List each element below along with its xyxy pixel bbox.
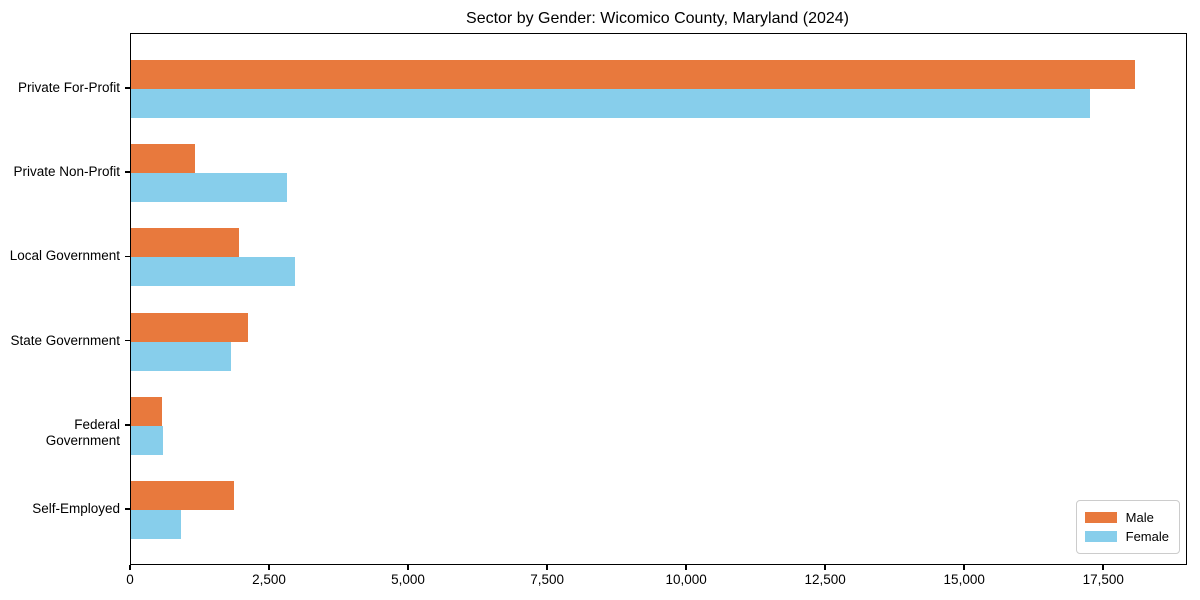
legend-item-male: Male xyxy=(1084,508,1169,527)
y-tick-mark xyxy=(125,171,130,173)
x-tick-label-10000: 10,000 xyxy=(665,572,707,587)
bar-male-self-employed xyxy=(131,481,234,510)
bar-female-private-non-profit xyxy=(131,173,287,203)
x-tick-label-0: 0 xyxy=(126,572,134,587)
plot-area: Male Female xyxy=(130,33,1187,565)
legend-label-female: Female xyxy=(1125,529,1169,544)
legend-label-male: Male xyxy=(1125,510,1154,525)
chart-title: Sector by Gender: Wicomico County, Maryl… xyxy=(466,10,849,27)
x-tick-mark xyxy=(407,565,409,570)
x-tick-label-2500: 2,500 xyxy=(252,572,286,587)
y-tick-mark xyxy=(125,255,130,258)
y-tick-label-private-for-profit: Private For-Profit xyxy=(17,80,120,95)
legend-item-female: Female xyxy=(1084,527,1169,546)
x-tick-label-5000: 5,000 xyxy=(391,572,425,587)
bar-female-local-government xyxy=(131,257,296,287)
y-tick-mark xyxy=(125,424,130,426)
x-tick-mark xyxy=(824,565,826,570)
bar-male-federal-government xyxy=(131,396,163,426)
y-tick-label-local-government: Local Government xyxy=(9,248,120,264)
x-tick-mark xyxy=(129,565,131,570)
x-tick-label-12500: 12,500 xyxy=(804,572,846,587)
bar-male-local-government xyxy=(131,228,240,258)
bar-male-private-non-profit xyxy=(131,144,195,174)
bar-female-state-government xyxy=(131,341,232,371)
bar-female-federal-government xyxy=(131,425,164,455)
bar-male-private-for-profit xyxy=(131,60,1135,89)
legend-swatch-male xyxy=(1084,512,1117,523)
x-tick-label-15000: 15,000 xyxy=(943,572,985,587)
y-tick-mark xyxy=(125,508,130,510)
legend: Male Female xyxy=(1075,500,1180,554)
legend-swatch-female xyxy=(1084,531,1117,542)
bar-female-private-for-profit xyxy=(131,89,1091,118)
y-tick-mark xyxy=(125,87,130,89)
x-tick-mark xyxy=(685,565,687,570)
x-tick-mark xyxy=(963,565,965,570)
x-tick-mark xyxy=(546,565,548,570)
y-tick-mark xyxy=(125,339,130,342)
y-tick-label-self-employed: Self-Employed xyxy=(32,501,120,516)
y-tick-label-federal-government: Federal Government xyxy=(45,416,120,448)
bar-female-self-employed xyxy=(131,510,182,539)
bar-male-state-government xyxy=(131,312,248,342)
y-tick-label-state-government: State Government xyxy=(10,332,120,348)
x-tick-label-17500: 17,500 xyxy=(1082,572,1124,587)
y-tick-label-private-non-profit: Private Non-Profit xyxy=(13,164,120,180)
x-tick-mark xyxy=(268,565,270,570)
x-tick-label-7500: 7,500 xyxy=(530,572,564,587)
x-tick-mark xyxy=(1102,565,1104,570)
